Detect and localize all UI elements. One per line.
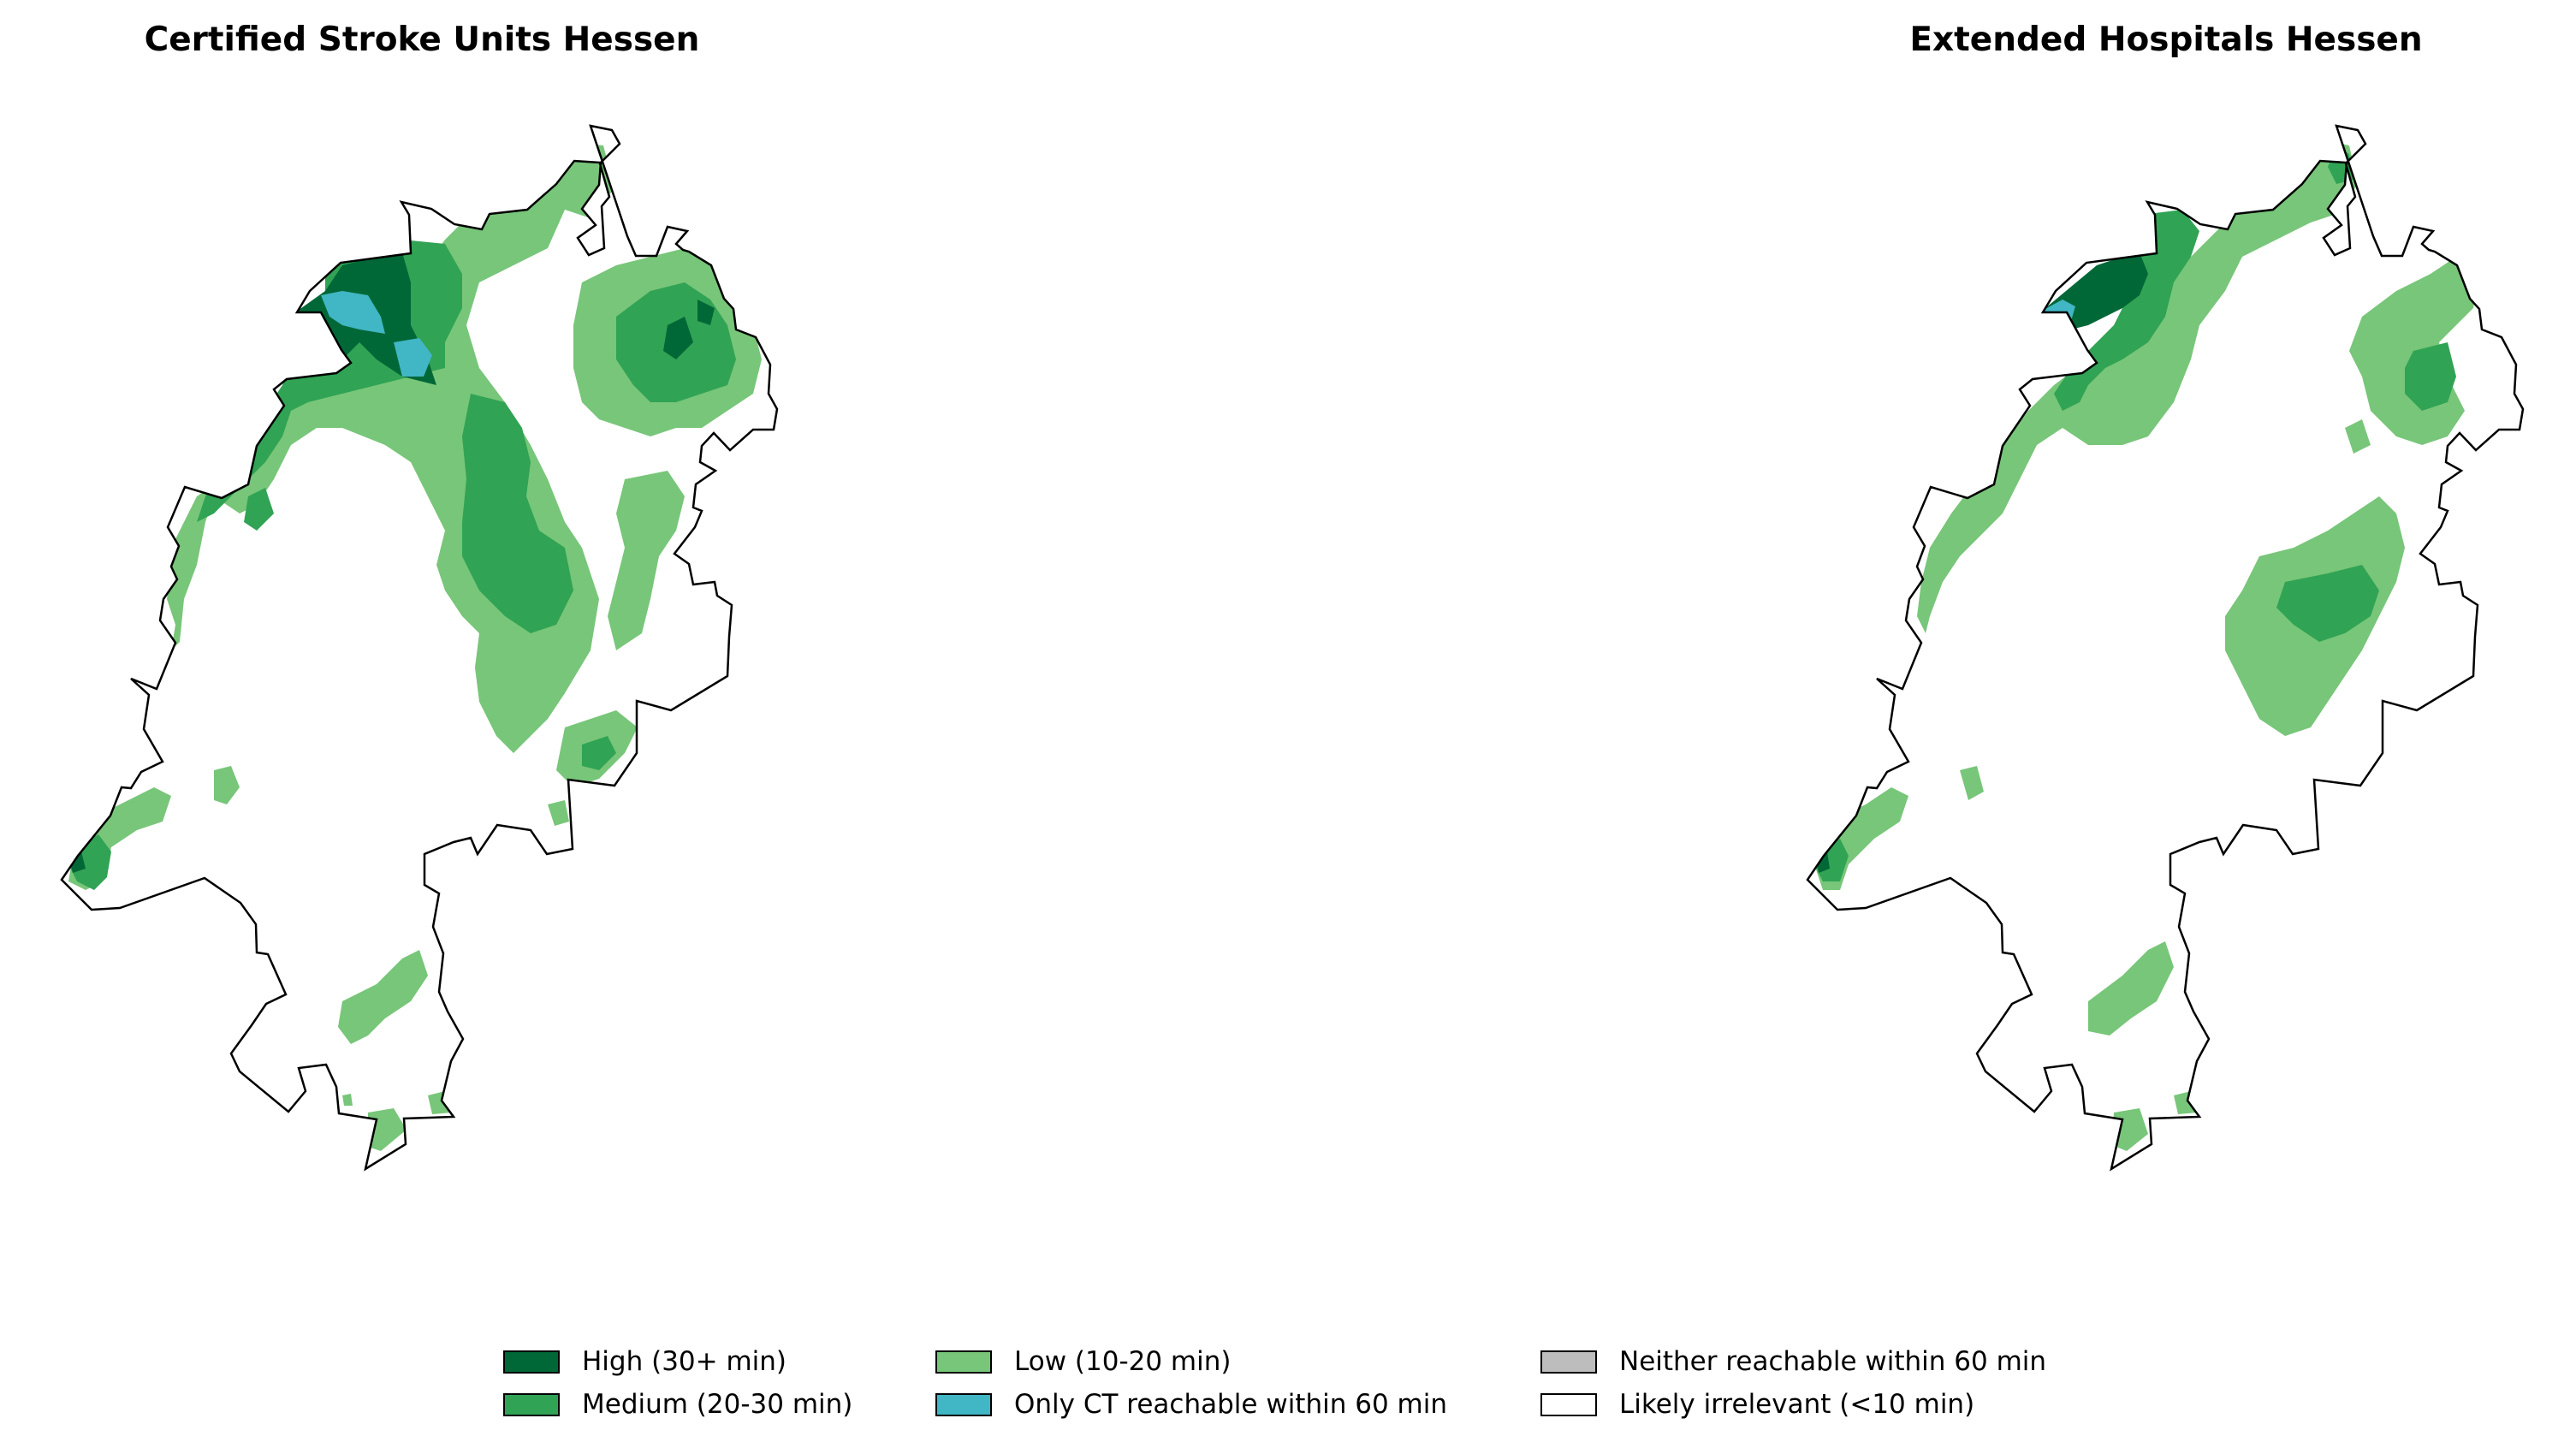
legend-label-medium: Medium (20-30 min)	[582, 1389, 853, 1420]
legend-item-neither: Neither reachable within 60 min	[1540, 1345, 2046, 1378]
legend-swatch-high	[503, 1350, 560, 1374]
map-title-certified-stroke-units: Certified Stroke Units Hessen	[144, 21, 700, 59]
accessibility-regions-right	[1814, 137, 2482, 1151]
legend: High (30+ min) Medium (20-30 min) Low (1…	[503, 1345, 2129, 1429]
only-ct-region	[321, 291, 432, 377]
map-certified-stroke-units	[60, 124, 779, 1171]
legend-label-neither: Neither reachable within 60 min	[1619, 1346, 2047, 1377]
legend-item-medium: Medium (20-30 min)	[503, 1388, 852, 1421]
legend-swatch-low	[935, 1350, 992, 1374]
map-title-extended-hospitals: Extended Hospitals Hessen	[1909, 21, 2423, 59]
legend-item-high: High (30+ min)	[503, 1345, 786, 1378]
map-extended-hospitals	[1806, 124, 2525, 1171]
legend-swatch-neither	[1540, 1350, 1597, 1374]
legend-swatch-irrelevant	[1540, 1392, 1597, 1416]
legend-item-low: Low (10-20 min)	[935, 1345, 1231, 1378]
accessibility-regions-left	[68, 141, 762, 1151]
legend-item-only-ct: Only CT reachable within 60 min	[935, 1388, 1447, 1421]
legend-swatch-medium	[503, 1392, 560, 1416]
legend-label-low: Low (10-20 min)	[1014, 1346, 1232, 1377]
legend-label-only-ct: Only CT reachable within 60 min	[1014, 1389, 1447, 1420]
legend-label-high: High (30+ min)	[582, 1346, 787, 1377]
legend-swatch-only-ct	[935, 1392, 992, 1416]
legend-label-irrelevant: Likely irrelevant (<10 min)	[1619, 1389, 1975, 1420]
legend-item-irrelevant: Likely irrelevant (<10 min)	[1540, 1388, 1974, 1421]
